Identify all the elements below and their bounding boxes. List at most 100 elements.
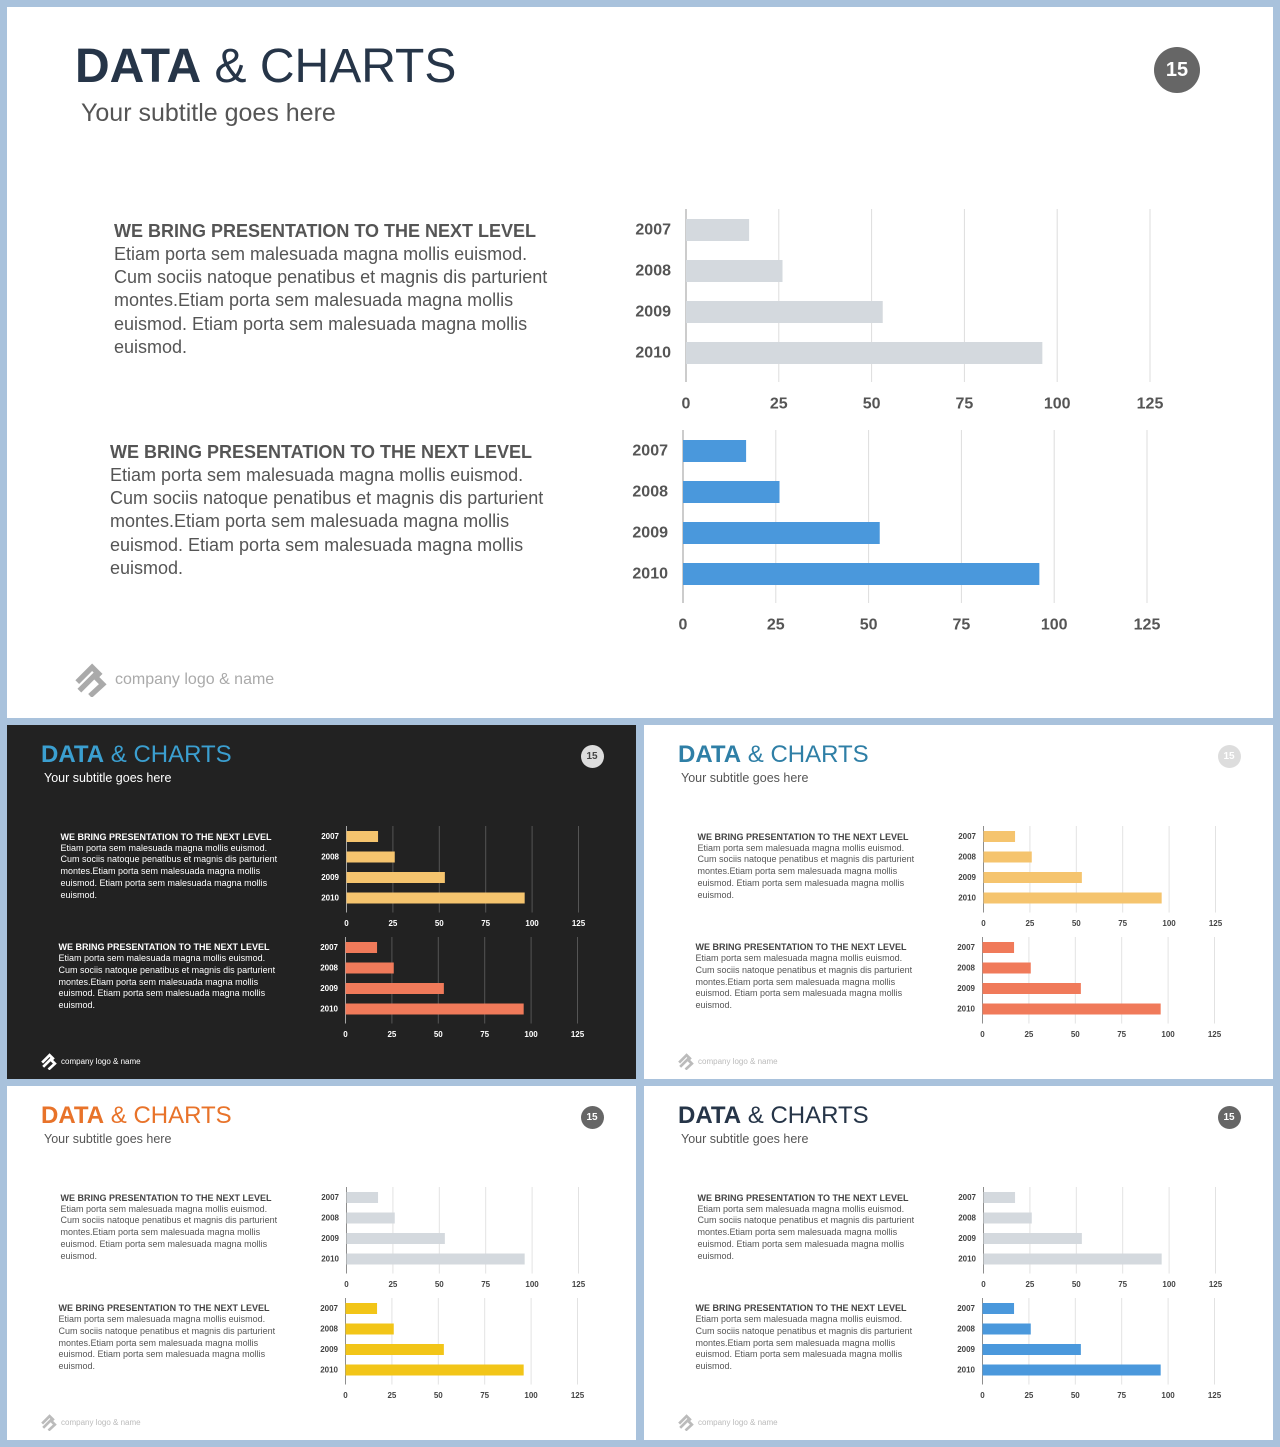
company-logo-text: company logo & name — [698, 1418, 778, 1427]
bar-2009 — [982, 1343, 1081, 1355]
block-heading: WE BRING PRESENTATION TO THE NEXT LEVEL — [60, 831, 272, 842]
slide-title-rest: & CHARTS — [104, 1102, 232, 1129]
page-number-badge: 15 — [1217, 745, 1241, 768]
bar-2010 — [982, 1364, 1161, 1375]
slide-light-navy[interactable]: DATA & CHARTS Your subtitle goes here 15 WE… — [644, 1086, 1273, 1440]
block-body: Etiam porta sem malesuada magna mollis e… — [58, 1314, 276, 1371]
slide-subtitle: Your subtitle goes here — [681, 771, 809, 785]
x-tick-label: 75 — [480, 1030, 489, 1039]
bar-2010 — [683, 563, 1040, 585]
slide-title-rest: & CHARTS — [201, 40, 457, 93]
slide-dark[interactable]: DATA & CHARTS Your subtitle goes here 15 WE… — [7, 725, 636, 1079]
x-tick-label: 50 — [435, 1280, 444, 1289]
bar-2010 — [345, 1364, 524, 1375]
block-heading: WE BRING PRESENTATION TO THE NEXT LEVEL — [60, 1192, 272, 1203]
block-heading: WE BRING PRESENTATION TO THE NEXT LEVEL — [58, 1303, 270, 1313]
x-tick-label: 25 — [1024, 1391, 1033, 1400]
bar-2009 — [346, 1233, 445, 1244]
bar-2010 — [346, 1253, 525, 1265]
company-logo: company logo & name — [677, 1053, 778, 1070]
slide-title-bold: DATA — [41, 1102, 105, 1129]
x-tick-label: 125 — [572, 919, 586, 928]
text-block: WE BRING PRESENTATION TO THE NEXT LEVEL E… — [61, 832, 286, 902]
bar-2008 — [983, 1212, 1032, 1224]
x-tick-label: 75 — [956, 396, 974, 413]
x-tick-label: 50 — [433, 1391, 442, 1400]
x-tick-label: 125 — [1209, 919, 1223, 928]
text-block: WE BRING PRESENTATION TO THE NEXT LEVEL E… — [698, 832, 923, 902]
text-block: WE BRING PRESENTATION TO THE NEXT LEVEL E… — [698, 1193, 923, 1263]
category-label: 2010 — [958, 1255, 976, 1264]
x-tick-label: 0 — [344, 1280, 349, 1289]
x-tick-label: 0 — [981, 1280, 986, 1289]
x-tick-label: 100 — [1161, 1030, 1175, 1039]
slide-subtitle: Your subtitle goes here — [44, 771, 172, 785]
bar-2009 — [346, 872, 445, 883]
bar-2007 — [683, 440, 747, 462]
category-label: 2007 — [957, 943, 975, 952]
x-tick-label: 25 — [1025, 919, 1034, 928]
text-block: WE BRING PRESENTATION TO THE NEXT LEVEL E… — [110, 441, 560, 580]
category-label: 2007 — [321, 832, 339, 841]
bar-2010 — [686, 342, 1043, 364]
bar-2007 — [983, 1192, 1016, 1203]
x-tick-label: 0 — [981, 919, 986, 928]
page-number-badge: 15 — [580, 1106, 604, 1129]
bar-2008 — [346, 1212, 395, 1224]
category-label: 2009 — [957, 984, 975, 993]
company-logo-icon — [678, 1053, 694, 1070]
x-tick-label: 125 — [1137, 396, 1164, 413]
x-tick-label: 25 — [767, 617, 785, 634]
category-label: 2010 — [320, 1365, 338, 1374]
bar-2008 — [686, 260, 783, 282]
x-tick-label: 100 — [1041, 617, 1068, 634]
x-tick-label: 25 — [388, 1280, 397, 1289]
bar-2008 — [346, 851, 395, 863]
company-logo-icon — [75, 663, 107, 697]
slide-main[interactable]: DATA & CHARTS Your subtitle goes here 15 WE… — [7, 7, 1273, 718]
bar-chart: 2007 2008 2009 2010 0 25 50 75 100 125 — [320, 936, 584, 1039]
x-tick-label: 0 — [980, 1391, 985, 1400]
bar-2007 — [983, 831, 1016, 842]
bar-chart: 2007 2008 2009 2010 0 25 50 75 100 125 — [321, 1187, 586, 1289]
text-block: WE BRING PRESENTATION TO THE NEXT LEVEL E… — [59, 942, 284, 1012]
block-body: Etiam porta sem malesuada magna mollis e… — [58, 953, 276, 1010]
x-tick-label: 25 — [388, 919, 397, 928]
bar-chart: 2007 2008 2009 2010 0 25 50 75 100 125 — [957, 936, 1221, 1039]
x-tick-label: 125 — [570, 1030, 584, 1039]
category-label: 2010 — [635, 345, 671, 362]
category-label: 2009 — [958, 873, 976, 882]
bar-2010 — [982, 1003, 1161, 1014]
slide-light-teal[interactable]: DATA & CHARTS Your subtitle goes here 15 WE… — [644, 725, 1273, 1079]
x-tick-label: 0 — [343, 1030, 348, 1039]
category-label: 2009 — [320, 984, 338, 993]
category-label: 2009 — [958, 1234, 976, 1243]
block-heading: WE BRING PRESENTATION TO THE NEXT LEVEL — [697, 1192, 909, 1203]
category-label: 2010 — [957, 1004, 975, 1013]
bar-2008 — [982, 962, 1031, 973]
x-tick-label: 0 — [980, 1030, 985, 1039]
block-body: Etiam porta sem malesuada magna mollis e… — [697, 1203, 915, 1261]
x-tick-label: 125 — [572, 1280, 586, 1289]
x-tick-label: 50 — [433, 1030, 442, 1039]
x-tick-label: 100 — [525, 919, 539, 928]
block-body: Etiam porta sem malesuada magna mollis e… — [114, 243, 548, 358]
category-label: 2007 — [632, 443, 668, 460]
bar-2010 — [345, 1003, 524, 1014]
category-label: 2009 — [321, 873, 339, 882]
slide-light-orange[interactable]: DATA & CHARTS Your subtitle goes here 15 WE… — [7, 1086, 636, 1440]
x-tick-label: 50 — [1072, 1280, 1081, 1289]
x-tick-label: 50 — [435, 919, 444, 928]
x-tick-label: 100 — [1162, 1280, 1176, 1289]
slide-title-bold: DATA — [678, 1102, 742, 1129]
bar-2007 — [982, 941, 1014, 953]
slide-title-rest: & CHARTS — [741, 1102, 869, 1129]
block-body: Etiam porta sem malesuada magna mollis e… — [697, 842, 915, 900]
block-body: Etiam porta sem malesuada magna mollis e… — [60, 842, 278, 900]
category-label: 2009 — [635, 304, 671, 321]
category-label: 2010 — [958, 894, 976, 903]
x-tick-label: 75 — [1118, 919, 1127, 928]
x-tick-label: 75 — [1118, 1280, 1127, 1289]
bar-chart: 2007 2008 2009 2010 0 25 50 75 100 125 — [321, 826, 586, 928]
x-tick-label: 0 — [679, 617, 688, 634]
